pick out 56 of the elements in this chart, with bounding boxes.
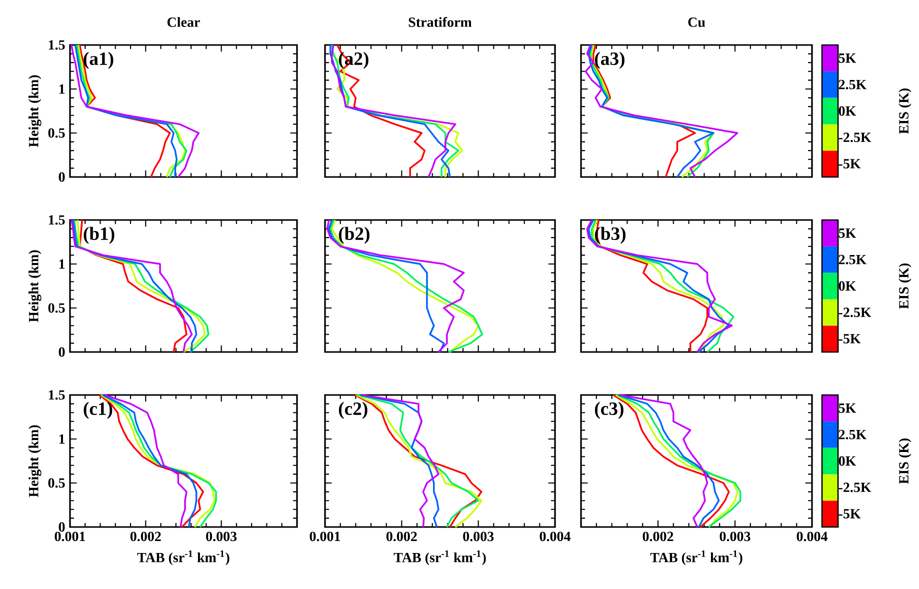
legend-label: 5K <box>838 404 856 413</box>
y-tick-label: 1.5 <box>48 215 65 225</box>
y-tick-label: 0.5 <box>48 128 65 138</box>
y-tick-label: 0.5 <box>48 303 65 313</box>
legend-label: -2.5K <box>838 482 872 492</box>
y-tick-label: 0 <box>58 522 65 532</box>
legend-title: EIS (K) <box>898 263 912 309</box>
annotation: (a3) <box>594 52 624 69</box>
x-tick-label: 0.002 <box>386 532 417 542</box>
legend-label: -5K <box>838 334 861 344</box>
y-tick-label: 1.5 <box>48 40 65 50</box>
annotation: (c2) <box>338 402 368 419</box>
legend-label: 2.5K <box>838 430 867 440</box>
legend-label: -5K <box>838 159 861 168</box>
legend-label: 2.5K <box>838 80 867 90</box>
annotation: (c1) <box>84 402 112 419</box>
y-tick-label: 1.5 <box>48 390 65 400</box>
y-tick-label: 0 <box>58 347 65 357</box>
x-tick-label: 0.002 <box>642 532 674 542</box>
annotation: (b1) <box>84 226 114 244</box>
x-tick-label: 0.001 <box>54 532 86 542</box>
x-axis-title: TAB (sr$^{-1}$ km$^{-1}$) <box>394 550 486 566</box>
y-axis-title: Height (km) <box>28 75 42 148</box>
annotation: (a1) <box>84 52 114 69</box>
x-tick-label: 0.004 <box>796 532 828 542</box>
legend-label: -2.5K <box>838 132 872 142</box>
legend-title: EIS (K) <box>898 88 912 134</box>
y-axis-title: Height (km) <box>28 425 42 498</box>
y-tick-label: 0 <box>58 172 65 182</box>
y-tick-label: 1 <box>59 434 65 444</box>
x-tick-label: 0.003 <box>463 532 494 542</box>
chart-title: Stratiform <box>408 16 472 27</box>
y-tick-label: 1 <box>59 259 65 269</box>
x-axis-title: TAB (sr$^{-1}$ km$^{-1}$) <box>137 550 230 566</box>
legend-label: 2.5K <box>838 254 867 264</box>
legend-label: -2.5K <box>838 308 872 318</box>
legend-title: EIS (K) <box>898 438 912 484</box>
annotation: (b2) <box>338 226 370 244</box>
chart-title: Clear <box>167 17 200 27</box>
y-axis-title: Height (km) <box>28 250 42 322</box>
y-tick-label: 1 <box>59 84 65 94</box>
legend-label: 0K <box>838 281 856 291</box>
legend-label: -5K <box>838 509 861 518</box>
x-tick-label: 0.004 <box>540 532 570 542</box>
legend-label: 5K <box>838 228 856 238</box>
annotation: (c3) <box>594 402 624 419</box>
legend-label: 0K <box>838 456 856 466</box>
x-tick-label: 0.003 <box>206 532 237 542</box>
x-tick-label: 0.001 <box>310 532 340 542</box>
x-axis-title: TAB (sr$^{-1}$ km$^{-1}$) <box>650 550 742 566</box>
x-tick-label: 0.003 <box>720 532 750 542</box>
y-tick-label: 0.5 <box>48 478 65 488</box>
legend-label: 0K <box>838 106 856 116</box>
chart-title: Cu <box>688 18 706 27</box>
legend-label: 5K <box>838 54 856 63</box>
x-tick-label: 0.002 <box>130 532 161 542</box>
